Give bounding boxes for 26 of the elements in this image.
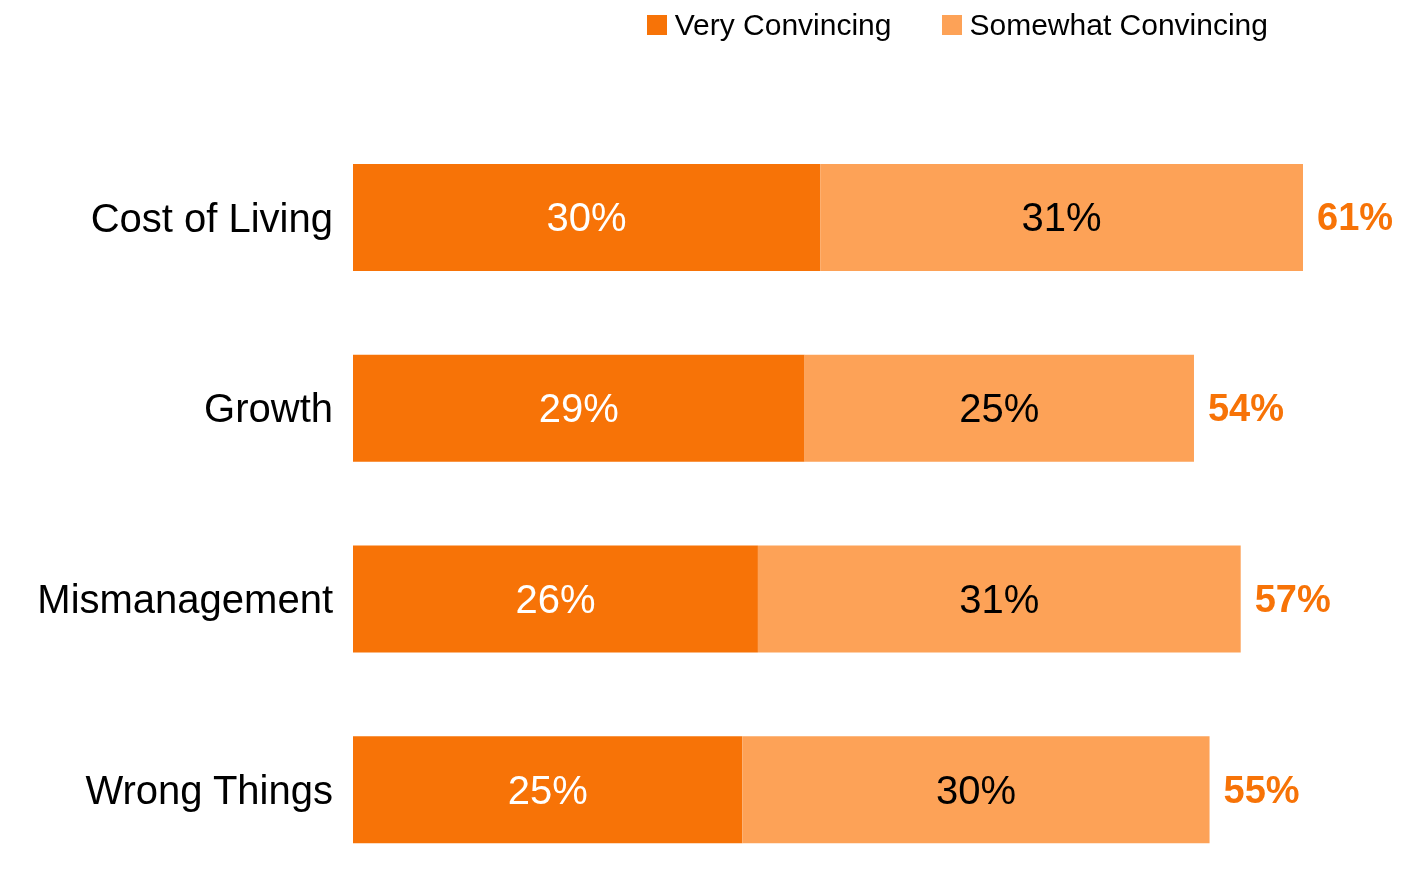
bar [804, 354, 1194, 462]
data-label: 25% [959, 386, 1040, 431]
legend-label: Somewhat Convincing [969, 8, 1268, 42]
bar [353, 736, 743, 844]
data-label: 31% [1021, 195, 1102, 240]
bar [757, 545, 1241, 653]
data-label: 30% [546, 195, 627, 240]
bar [742, 736, 1210, 844]
data-label: 30% [935, 767, 1016, 812]
total-label: 57% [1254, 577, 1331, 620]
total-label: 55% [1223, 768, 1300, 811]
bar [353, 354, 805, 462]
bar [353, 163, 821, 271]
data-label: 31% [959, 576, 1040, 621]
legend-label: Very Convincing [674, 8, 892, 42]
data-label: 25% [507, 767, 588, 812]
y-tick-label: Mismanagement [37, 577, 333, 622]
y-tick-label: Growth [204, 386, 333, 431]
y-tick-label: Wrong Things [85, 767, 333, 812]
total-label: 54% [1207, 387, 1285, 430]
y-tick-label: Cost of Living [90, 195, 333, 240]
bar [353, 545, 758, 653]
data-label: 29% [538, 386, 619, 431]
data-label: 26% [515, 576, 596, 621]
total-label: 61% [1317, 196, 1394, 239]
bar [820, 163, 1303, 271]
